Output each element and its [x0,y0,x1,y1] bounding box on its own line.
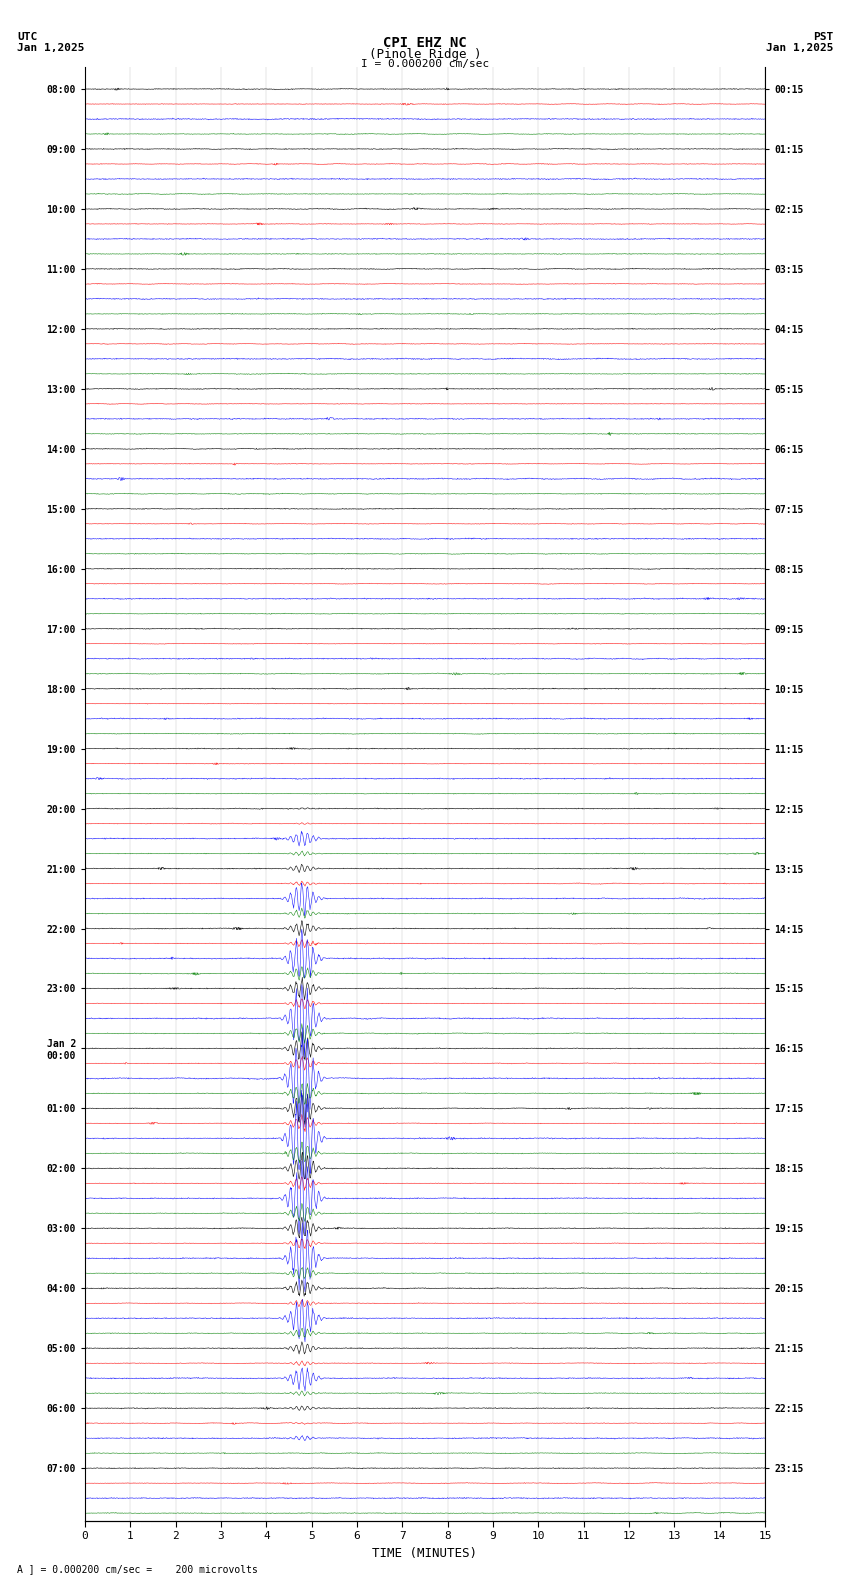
Text: I = 0.000200 cm/sec: I = 0.000200 cm/sec [361,59,489,68]
X-axis label: TIME (MINUTES): TIME (MINUTES) [372,1546,478,1560]
Text: Jan 1,2025: Jan 1,2025 [17,43,84,52]
Text: (Pinole Ridge ): (Pinole Ridge ) [369,48,481,60]
Text: A ] = 0.000200 cm/sec =    200 microvolts: A ] = 0.000200 cm/sec = 200 microvolts [17,1565,258,1574]
Text: UTC: UTC [17,32,37,41]
Text: PST: PST [813,32,833,41]
Text: CPI EHZ NC: CPI EHZ NC [383,36,467,51]
Text: Jan 1,2025: Jan 1,2025 [766,43,833,52]
